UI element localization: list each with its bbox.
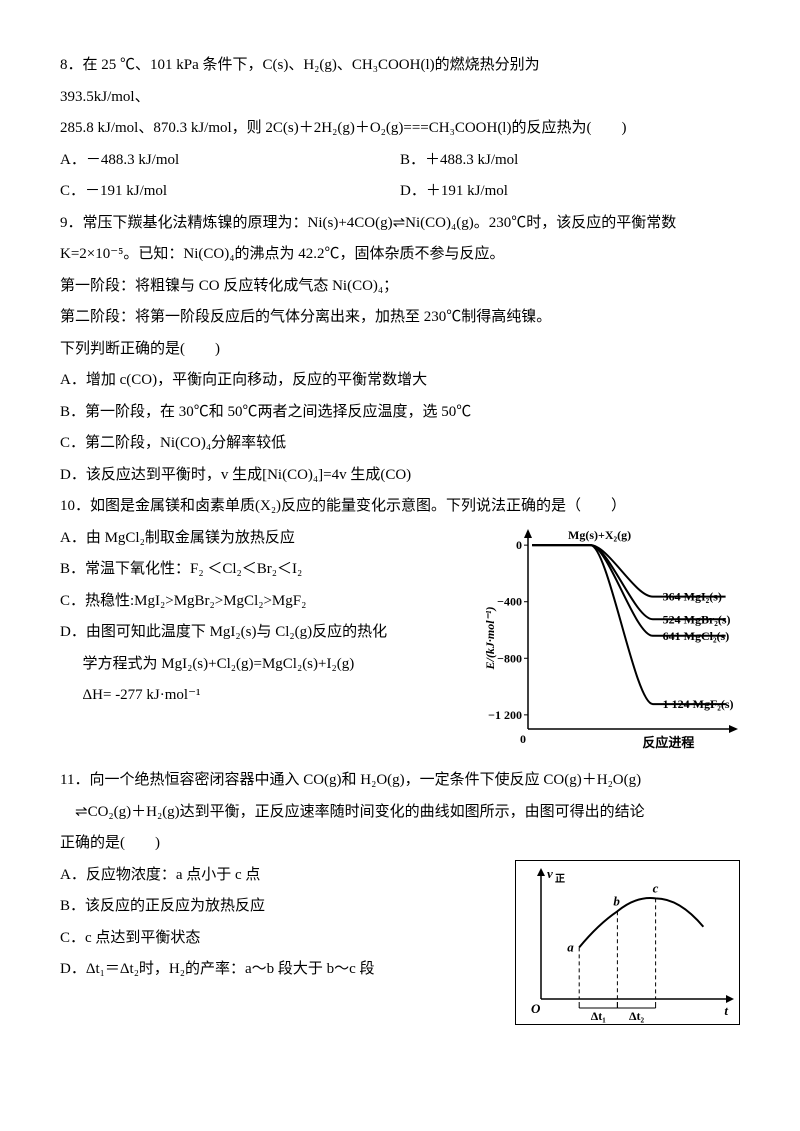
q10-opt-c: C．热稳性:MgI₂>MgBr₂>MgCl₂>MgF₂ (60, 586, 480, 618)
svg-text:O: O (531, 1001, 541, 1016)
q8-stem-line1: 8．在 25 ℃、101 kPa 条件下，C(s)、H₂(g)、CH₃COOH(… (60, 50, 740, 82)
svg-text:b: b (613, 893, 620, 908)
q9-stem-1: 9．常压下羰基化法精炼镍的原理为：Ni(s)+4CO(g)⇌Ni(CO)₄(g)… (60, 208, 740, 271)
q11-rate-curve: v正 t Oa b c Δt₁ Δt₂ (515, 860, 740, 1038)
svg-text:−1 200: −1 200 (488, 707, 522, 721)
svg-text:Δt₂: Δt₂ (629, 1009, 645, 1023)
svg-text:c: c (653, 880, 659, 895)
svg-text:0: 0 (520, 732, 526, 746)
svg-text:Mg(s)+X₂(g): Mg(s)+X₂(g) (568, 528, 631, 542)
q8-opt-c: C．－191 kJ/mol (60, 176, 400, 208)
q8-opt-a: A．－488.3 kJ/mol (60, 145, 400, 177)
svg-text:v: v (547, 866, 553, 881)
svg-text:E/(kJ·mol⁻¹): E/(kJ·mol⁻¹) (483, 606, 497, 670)
q11-stem-1: 11．向一个绝热恒容密闭容器中通入 CO(g)和 H₂O(g)，一定条件下使反应… (60, 765, 740, 797)
q9-stage-1: 第一阶段：将粗镍与 CO 反应转化成气态 Ni(CO)₄； (60, 271, 740, 303)
q8-opt-b: B．＋488.3 kJ/mol (400, 145, 740, 177)
q10-opt-a: A．由 MgCl₂制取金属镁为放热反应 (60, 523, 480, 555)
svg-text:t: t (724, 1003, 728, 1018)
q11-opt-d: D．Δt₁＝Δt₂时，H₂的产率：a～b 段大于 b～c 段 (60, 954, 515, 986)
svg-text:−364 MgI₂(s): −364 MgI₂(s) (656, 589, 722, 603)
q9-opt-a: A．增加 c(CO)，平衡向正向移动，反应的平衡常数增大 (60, 365, 740, 397)
q11-stem-3: 正确的是( ) (60, 828, 740, 860)
q10-opt-d3: ΔH= -277 kJ·mol⁻¹ (60, 680, 480, 712)
q8-stem-line3: 285.8 kJ/mol、870.3 kJ/mol，则 2C(s)＋2H₂(g)… (60, 113, 740, 145)
svg-text:正: 正 (555, 873, 565, 885)
svg-text:−641 MgCl₂(s): −641 MgCl₂(s) (656, 628, 729, 642)
q9-opt-d: D．该反应达到平衡时，v 生成[Ni(CO)₄]=4v 生成(CO) (60, 460, 740, 492)
q10-opt-d2: 学方程式为 MgI₂(s)+Cl₂(g)=MgCl₂(s)+I₂(g) (60, 649, 480, 681)
q10-energy-diagram: 0 −400 −800 −1 200 E/(kJ·mol⁻¹) 反应进程 Mg(s)+X₂(… (480, 523, 740, 766)
q11-stem-2: ⇌CO₂(g)＋H₂(g)达到平衡，正反应速率随时间变化的曲线如图所示，由图可得… (60, 797, 740, 829)
svg-text:0: 0 (516, 538, 522, 552)
svg-text:Δt₁: Δt₁ (591, 1009, 607, 1023)
svg-text:−524 MgBr₂(s): −524 MgBr₂(s) (656, 612, 731, 626)
svg-text:−800: −800 (497, 651, 522, 665)
q10-opt-d1: D．由图可知此温度下 MgI₂(s)与 Cl₂(g)反应的热化 (60, 617, 480, 649)
q9-stem-4: 下列判断正确的是( ) (60, 334, 740, 366)
q11-opt-c: C．c 点达到平衡状态 (60, 923, 515, 955)
q11-opt-a: A．反应物浓度：a 点小于 c 点 (60, 860, 515, 892)
svg-text:反应进程: 反应进程 (642, 735, 694, 750)
q8-options: A．－488.3 kJ/mol B．＋488.3 kJ/mol C．－191 k… (60, 145, 740, 208)
q9-opt-c: C．第二阶段，Ni(CO)₄分解率较低 (60, 428, 740, 460)
q10-opt-b: B．常温下氧化性：F₂ ＜Cl₂＜Br₂＜I₂ (60, 554, 480, 586)
q9-opt-b: B．第一阶段，在 30℃和 50℃两者之间选择反应温度，选 50℃ (60, 397, 740, 429)
q8-opt-d: D．＋191 kJ/mol (400, 176, 740, 208)
q10-stem: 10．如图是金属镁和卤素单质(X₂)反应的能量变化示意图。下列说法正确的是（ ） (60, 491, 740, 523)
svg-text:a: a (567, 939, 574, 954)
q8-stem-line2: 393.5kJ/mol、 (60, 82, 740, 114)
svg-text:−400: −400 (497, 594, 522, 608)
svg-text:−1 124 MgF₂(s): −1 124 MgF₂(s) (656, 697, 734, 711)
q11-opt-b: B．该反应的正反应为放热反应 (60, 891, 515, 923)
q9-stage-2: 第二阶段：将第一阶段反应后的气体分离出来，加热至 230℃制得高纯镍。 (60, 302, 740, 334)
